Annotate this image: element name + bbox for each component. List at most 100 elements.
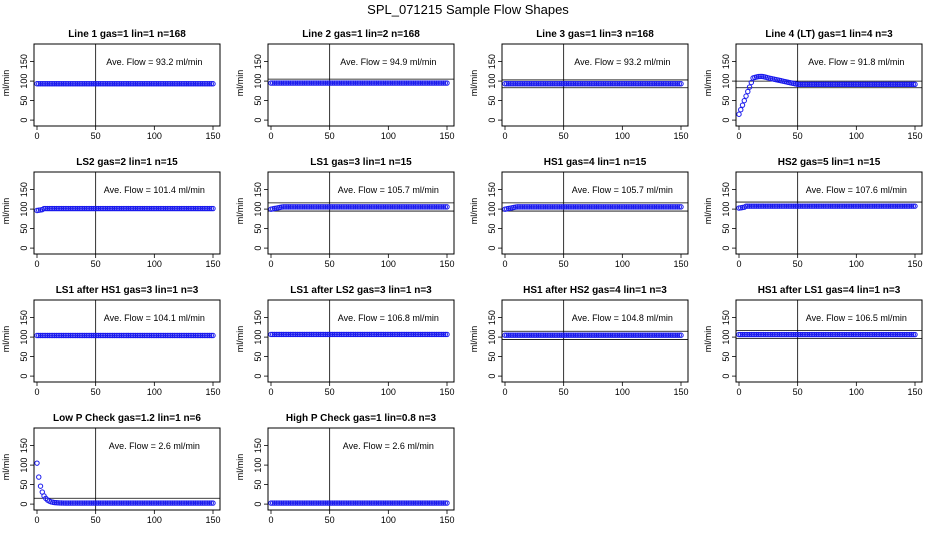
data-point <box>127 332 133 339</box>
data-point <box>907 81 913 88</box>
data-point <box>892 331 899 338</box>
data-point <box>294 204 301 210</box>
x-tick-label: 100 <box>849 131 864 141</box>
data-point <box>841 331 848 338</box>
data-point <box>50 81 56 87</box>
data-point <box>127 205 133 212</box>
data-point <box>180 205 186 212</box>
ave-flow-annotation: Ave. Flow = 93.2 ml/min <box>106 57 202 67</box>
data-point <box>192 500 199 506</box>
x-tick-label: 150 <box>907 259 922 269</box>
data-point <box>592 81 598 87</box>
data-point <box>403 331 410 338</box>
data-point <box>433 80 440 86</box>
data-point <box>85 81 91 87</box>
data-point <box>644 204 651 210</box>
data-point <box>185 332 192 339</box>
data-point <box>210 500 216 506</box>
data-point <box>440 500 447 506</box>
data-point <box>169 205 176 212</box>
data-point <box>868 203 874 209</box>
ave-flow-annotation: Ave. Flow = 105.7 ml/min <box>338 185 439 195</box>
ave-flow-annotation: Ave. Flow = 106.5 ml/min <box>806 313 907 323</box>
data-point <box>623 81 630 87</box>
data-point <box>600 81 607 87</box>
data-point <box>296 331 302 338</box>
data-point <box>398 204 404 210</box>
data-point <box>150 332 156 339</box>
data-point <box>314 204 320 210</box>
data-point <box>607 81 614 87</box>
data-point <box>579 204 586 210</box>
data-point <box>417 331 424 338</box>
data-point <box>544 332 550 338</box>
data-point <box>373 331 380 338</box>
data-point <box>92 500 98 506</box>
x-tick-label: 50 <box>793 259 803 269</box>
data-point <box>898 81 904 88</box>
data-point <box>753 331 760 338</box>
data-point <box>146 81 153 87</box>
data-point <box>674 332 681 338</box>
data-point <box>782 203 788 209</box>
data-point <box>609 332 616 338</box>
data-point <box>331 204 338 210</box>
data-point <box>673 332 679 338</box>
x-tick-label: 50 <box>793 131 803 141</box>
data-point <box>905 203 911 209</box>
data-point <box>83 81 89 87</box>
data-point <box>560 332 566 338</box>
data-point <box>623 332 630 338</box>
data-point <box>115 81 121 87</box>
data-point <box>523 204 529 210</box>
data-point <box>419 204 426 210</box>
data-point <box>535 81 542 87</box>
data-point <box>280 500 287 506</box>
data-point <box>409 204 415 210</box>
data-point <box>593 332 600 338</box>
data-point <box>270 500 276 506</box>
data-point <box>210 205 216 212</box>
x-tick-label: 0 <box>34 131 39 141</box>
data-point <box>785 331 791 338</box>
x-tick-label: 100 <box>615 259 630 269</box>
data-point <box>558 332 565 338</box>
data-point <box>400 80 406 86</box>
data-point <box>359 80 366 86</box>
data-point <box>69 500 75 506</box>
data-point <box>741 97 747 104</box>
data-point <box>412 500 419 506</box>
data-point <box>97 500 104 506</box>
data-point <box>380 500 387 506</box>
data-point <box>74 205 81 212</box>
data-point <box>95 332 102 339</box>
data-point <box>39 81 45 87</box>
data-point <box>94 500 100 506</box>
data-point <box>546 332 552 338</box>
data-point <box>294 331 301 338</box>
data-point <box>764 331 770 338</box>
data-point <box>43 81 49 87</box>
x-tick-label: 0 <box>34 515 39 525</box>
y-axis-label: ml/min <box>235 70 245 97</box>
data-point <box>676 81 682 87</box>
data-point <box>65 81 72 87</box>
data-point <box>437 204 443 210</box>
plot-frame <box>501 299 689 383</box>
data-point <box>848 331 855 338</box>
x-tick-label: 150 <box>439 131 454 141</box>
data-point <box>335 204 341 210</box>
data-point <box>653 81 660 87</box>
data-point <box>402 331 408 338</box>
y-tick-label: 0 <box>487 118 497 123</box>
data-point <box>625 81 631 87</box>
data-point <box>621 332 628 338</box>
data-point <box>340 204 346 210</box>
data-point <box>403 204 410 210</box>
data-point <box>196 205 202 212</box>
data-point <box>440 80 447 86</box>
data-point <box>618 204 624 210</box>
data-point <box>395 331 401 338</box>
data-point <box>396 204 403 210</box>
data-point <box>673 204 679 210</box>
